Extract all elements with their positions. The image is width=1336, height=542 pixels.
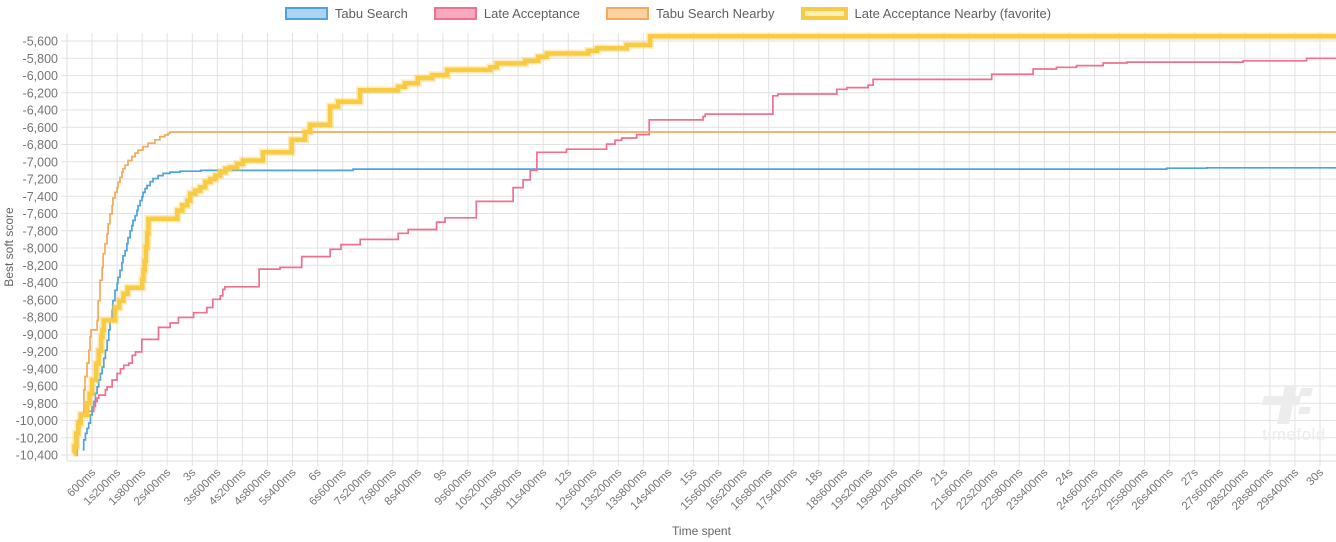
x-axis-title: Time spent [672,524,732,538]
legend-swatch-late-acceptance [433,7,477,20]
y-tick-label: -10,400 [16,449,58,463]
y-tick-label: -6,000 [23,69,58,83]
legend-label: Tabu Search Nearby [656,6,775,21]
series-line-late-acceptance [75,56,1336,456]
series-halo-late-acceptance-nearby-favorite [70,32,1336,458]
y-tick-label: -6,800 [23,138,58,152]
series-line-late-acceptance-nearby-favorite [72,34,1336,456]
y-tick-label: -8,200 [23,259,58,273]
series-line-tabu-search [82,166,1336,451]
x-tick-label: 30s [1305,466,1327,488]
legend-item-late-acceptance[interactable]: Late Acceptance [433,6,581,21]
y-tick-label: -8,400 [23,276,58,290]
legend-item-tabu-search[interactable]: Tabu Search [284,6,408,21]
y-tick-label: -7,800 [23,224,58,238]
legend-swatch-tabu-search-nearby [606,7,650,20]
y-tick-label: -9,600 [23,380,58,394]
legend-item-tabu-search-nearby[interactable]: Tabu Search Nearby [606,6,775,21]
legend-label: Tabu Search [334,6,408,21]
y-tick-label: -6,600 [23,121,58,135]
legend-swatch-tabu-search [284,7,328,20]
x-tick-label: 6s [307,466,324,483]
legend-swatch-late-acceptance-nearby-favorite [800,7,848,20]
legend-label: Late Acceptance Nearby (favorite) [854,6,1052,21]
y-tick-label: -9,200 [23,345,58,359]
y-tick-label: -7,400 [23,190,58,204]
legend-label: Late Acceptance [483,6,581,21]
series-line-tabu-search-nearby [76,131,1336,449]
y-axis-title: Best soft score [2,207,16,287]
y-tick-label: -9,800 [23,397,58,411]
timefold-logo-bar [1298,407,1311,414]
grid: -5,600 -5,800 -6,000 -6,200 -6,400 -6,600 -6,8… [16,33,1336,513]
timefold-wordmark: timefold [1262,425,1326,444]
timefold-watermark: timefold [1262,385,1326,444]
legend-item-late-acceptance-nearby-favorite[interactable]: Late Acceptance Nearby (favorite) [800,6,1052,21]
chart-legend: Tabu Search Late Acceptance Tabu Search Ne… [0,6,1336,21]
y-tick-label: -6,200 [23,86,58,100]
y-tick-label: -9,000 [23,328,58,342]
timefold-logo-bar [1262,396,1301,405]
x-tick-label: 9s [432,466,449,483]
y-tick-label: -10,000 [16,414,58,428]
y-tick-label: -7,600 [23,207,58,221]
timefold-logo-bar [1299,388,1313,396]
y-tick-label: -10,200 [16,431,58,445]
y-tick-label: -8,600 [23,293,58,307]
y-tick-label: -8,800 [23,311,58,325]
y-tick-label: -5,800 [23,52,58,66]
y-tick-label: -6,400 [23,104,58,118]
x-tick-label: 3s [181,466,198,483]
y-tick-label: -8,000 [23,242,58,256]
y-tick-label: -5,600 [23,35,58,49]
y-tick-label: -9,400 [23,362,58,376]
y-tick-label: -7,200 [23,173,58,187]
y-tick-label: -7,000 [23,155,58,169]
